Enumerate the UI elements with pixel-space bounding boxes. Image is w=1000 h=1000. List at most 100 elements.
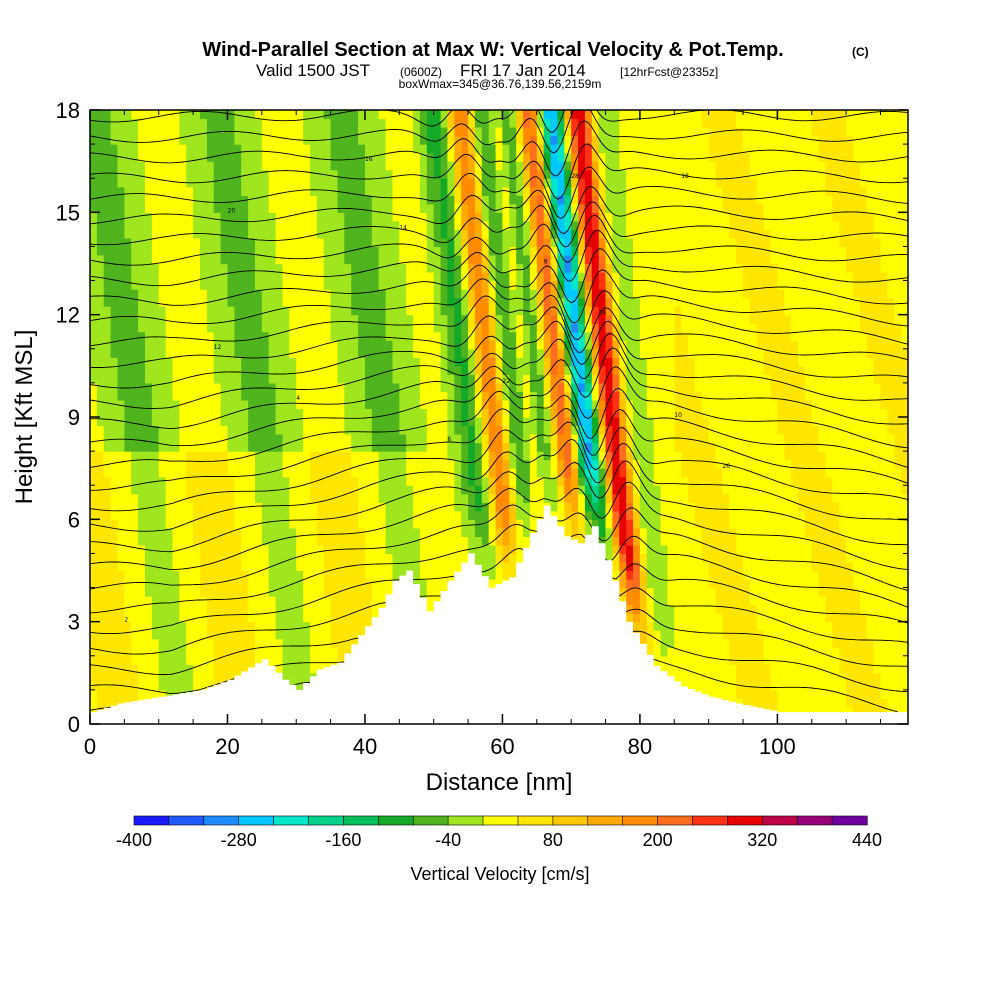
velocity-cell: [200, 655, 208, 665]
velocity-cell: [310, 553, 318, 563]
velocity-cell: [516, 442, 524, 452]
velocity-cell: [550, 374, 559, 384]
velocity-cell: [248, 382, 256, 392]
velocity-cell: [523, 382, 531, 392]
velocity-cell: [454, 237, 462, 247]
velocity-cell: [440, 118, 449, 128]
velocity-cell: [165, 272, 174, 282]
velocity-cell: [96, 374, 105, 384]
velocity-cell: [248, 596, 256, 606]
velocity-cell: [481, 135, 490, 145]
velocity-cell: [151, 374, 160, 384]
velocity-cell: [103, 161, 112, 171]
velocity-cell: [131, 510, 139, 520]
velocity-cell: [227, 246, 235, 256]
velocity-cell: [502, 306, 510, 316]
velocity-cell: [399, 536, 407, 546]
velocity-cell: [495, 408, 504, 418]
velocity-cell: [186, 357, 194, 367]
velocity-cell: [275, 169, 284, 179]
velocity-cell: [296, 476, 304, 486]
velocity-cell: [117, 596, 125, 606]
velocity-cell: [488, 434, 497, 444]
velocity-cell: [447, 476, 455, 486]
velocity-cell: [543, 493, 552, 503]
velocity-cell: [151, 220, 160, 230]
velocity-cell: [351, 127, 359, 137]
velocity-cell: [433, 280, 442, 290]
velocity-cell: [399, 331, 407, 341]
velocity-cell: [172, 314, 180, 324]
velocity-cell: [193, 382, 201, 392]
velocity-cell: [124, 272, 132, 282]
velocity-cell: [220, 476, 229, 486]
velocity-cell: [406, 544, 414, 554]
velocity-cell: [179, 621, 187, 631]
velocity-cell: [158, 263, 167, 273]
velocity-cell: [213, 289, 222, 299]
velocity-cell: [186, 527, 194, 537]
velocity-cell: [371, 178, 380, 188]
velocity-cell: [474, 399, 483, 409]
velocity-cell: [96, 127, 105, 137]
velocity-cell: [227, 382, 235, 392]
velocity-cell: [330, 442, 339, 452]
velocity-cell: [289, 527, 297, 537]
velocity-cell: [351, 161, 359, 171]
velocity-cell: [227, 220, 235, 230]
velocity-cell: [488, 144, 497, 154]
velocity-cell: [303, 451, 311, 461]
velocity-cell: [296, 169, 304, 179]
velocity-cell: [234, 135, 242, 145]
velocity-cell: [413, 579, 421, 589]
velocity-cell: [440, 527, 449, 537]
velocity-cell: [323, 186, 332, 196]
velocity-cell: [509, 272, 517, 282]
velocity-cell: [337, 442, 345, 452]
velocity-cell: [316, 110, 325, 120]
velocity-cell: [275, 110, 284, 120]
velocity-cell: [447, 408, 455, 418]
velocity-cell: [200, 357, 208, 367]
velocity-cell: [131, 587, 139, 597]
velocity-cell: [275, 229, 284, 239]
velocity-cell: [378, 127, 387, 137]
velocity-cell: [145, 664, 153, 674]
velocity-cell: [550, 314, 559, 324]
velocity-cell: [440, 203, 449, 213]
velocity-cell: [358, 195, 366, 205]
velocity-cell: [365, 272, 373, 282]
velocity-cell: [282, 246, 290, 256]
velocity-cell: [206, 161, 215, 171]
velocity-cell: [165, 399, 174, 409]
velocity-cell: [474, 331, 483, 341]
velocity-cell: [461, 365, 469, 375]
velocity-cell: [495, 544, 504, 554]
velocity-cell: [433, 229, 442, 239]
velocity-cell: [330, 647, 339, 657]
velocity-cell: [110, 255, 119, 265]
velocity-cell: [268, 527, 277, 537]
velocity-cell: [241, 263, 249, 273]
velocity-cell: [186, 630, 194, 640]
velocity-cell: [268, 544, 277, 554]
velocity-cell: [296, 178, 304, 188]
velocity-cell: [138, 553, 146, 563]
velocity-cell: [399, 510, 407, 520]
velocity-cell: [337, 621, 345, 631]
velocity-cell: [289, 161, 297, 171]
velocity-cell: [234, 382, 242, 392]
velocity-cell: [440, 135, 449, 145]
velocity-cell: [241, 613, 249, 623]
velocity-cell: [392, 527, 400, 537]
velocity-cell: [193, 272, 201, 282]
velocity-cell: [440, 289, 449, 299]
velocity-cell: [303, 348, 311, 358]
velocity-cell: [330, 212, 339, 222]
velocity-cell: [406, 417, 414, 427]
velocity-cell: [454, 110, 462, 120]
velocity-cell: [296, 570, 304, 580]
velocity-cell: [474, 485, 483, 495]
velocity-cell: [419, 178, 428, 188]
velocity-cell: [488, 391, 497, 401]
